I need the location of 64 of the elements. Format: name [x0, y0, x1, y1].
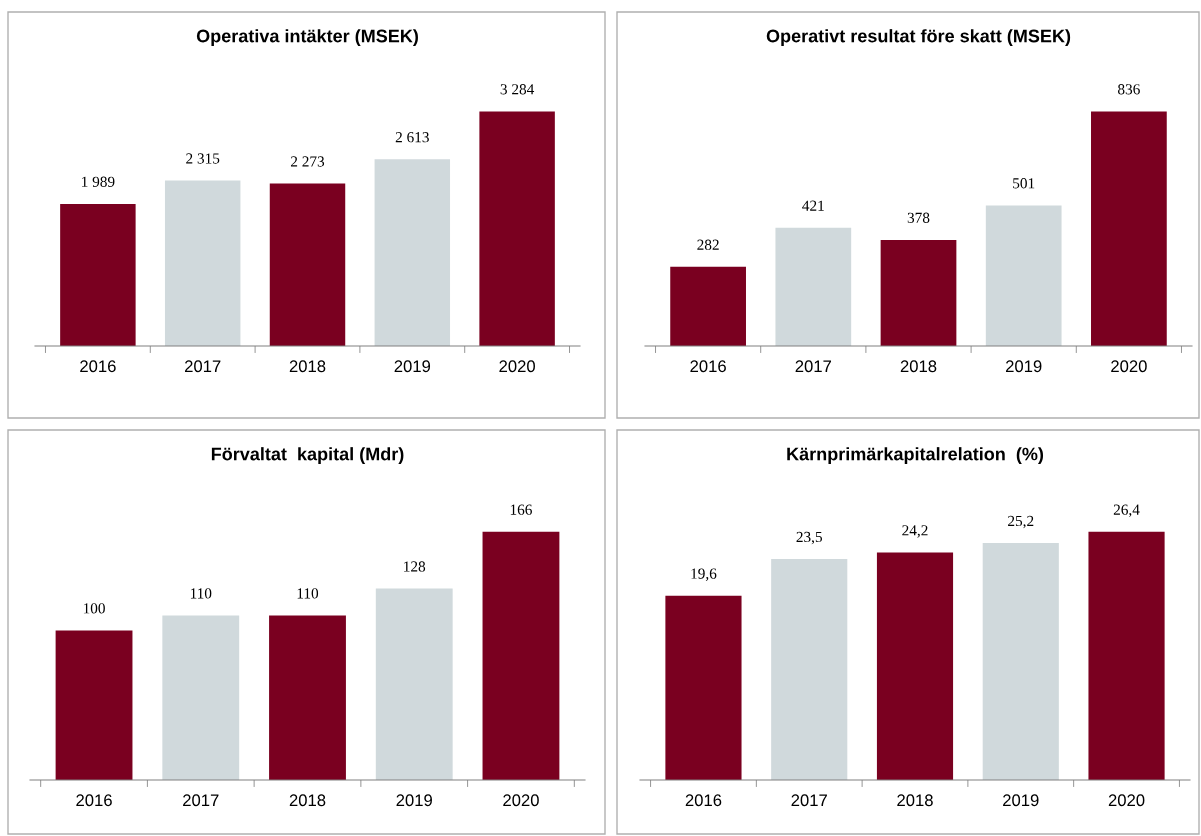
- data-label: 501: [1013, 178, 1035, 189]
- data-label: 24,2: [902, 525, 928, 538]
- bar: [164, 180, 241, 346]
- bar: [162, 615, 240, 780]
- x-tick-label: 2020: [499, 360, 535, 373]
- data-label: 2 613: [395, 132, 429, 143]
- bar: [269, 615, 346, 780]
- chart-title: Förvaltat kapital (Mdr): [211, 447, 404, 464]
- x-tick-label: 2020: [1111, 360, 1147, 373]
- data-label: 3 284: [500, 84, 535, 95]
- x-tick-label: 2016: [685, 794, 722, 807]
- x-tick-label: 2020: [1108, 794, 1145, 807]
- x-tick-label: 2020: [503, 794, 539, 807]
- x-tick-label: 2017: [795, 360, 832, 373]
- bar: [771, 559, 848, 780]
- chart-title: Operativa intäkter (MSEK): [196, 29, 418, 46]
- data-label: 25,2: [1008, 515, 1034, 529]
- x-tick-label: 2017: [791, 794, 827, 807]
- x-tick-label: 2016: [80, 360, 116, 373]
- data-label: 26,4: [1113, 504, 1140, 518]
- bar: [1088, 531, 1165, 780]
- data-label: 836: [1118, 84, 1140, 95]
- data-label: 110: [190, 588, 212, 599]
- data-label: 19,6: [691, 568, 717, 581]
- data-label: 2 273: [290, 156, 325, 167]
- x-tick-label: 2018: [897, 794, 933, 807]
- bar: [479, 111, 555, 346]
- data-label: 282: [697, 239, 719, 250]
- x-tick-label: 2016: [690, 360, 726, 373]
- data-label: 378: [907, 212, 930, 223]
- x-tick-label: 2018: [289, 360, 326, 373]
- bar: [374, 159, 451, 346]
- data-label: 128: [404, 561, 426, 572]
- bar: [985, 205, 1062, 346]
- data-label: 23,5: [796, 531, 822, 545]
- data-label: 110: [297, 588, 319, 599]
- bar: [665, 595, 742, 780]
- x-tick-label: 2017: [183, 794, 219, 807]
- bar: [775, 227, 852, 346]
- x-tick-label: 2018: [289, 794, 326, 807]
- data-label: 100: [83, 603, 105, 614]
- bar: [60, 203, 136, 346]
- x-tick-label: 2019: [1003, 794, 1039, 807]
- bar: [1091, 111, 1167, 346]
- bar: [880, 239, 957, 346]
- bar: [670, 266, 746, 346]
- bar: [876, 552, 954, 780]
- chart-title: Operativt resultat före skatt (MSEK): [766, 29, 1071, 46]
- x-tick-label: 2018: [900, 360, 937, 373]
- bar: [482, 531, 560, 780]
- data-label: 166: [510, 504, 532, 515]
- x-tick-label: 2017: [184, 360, 221, 373]
- chart-title: Kärnprimärkapitalrelation (%): [787, 447, 1044, 464]
- x-tick-label: 2016: [76, 794, 112, 807]
- x-tick-label: 2019: [396, 794, 432, 807]
- bar: [55, 630, 133, 780]
- x-tick-label: 2019: [1005, 360, 1042, 373]
- bar: [375, 588, 453, 780]
- x-tick-label: 2019: [394, 360, 431, 373]
- data-label: 2 315: [186, 153, 220, 164]
- bar: [982, 543, 1059, 780]
- data-label: 1 989: [82, 176, 115, 187]
- bar: [269, 183, 346, 346]
- data-label: 421: [802, 200, 824, 211]
